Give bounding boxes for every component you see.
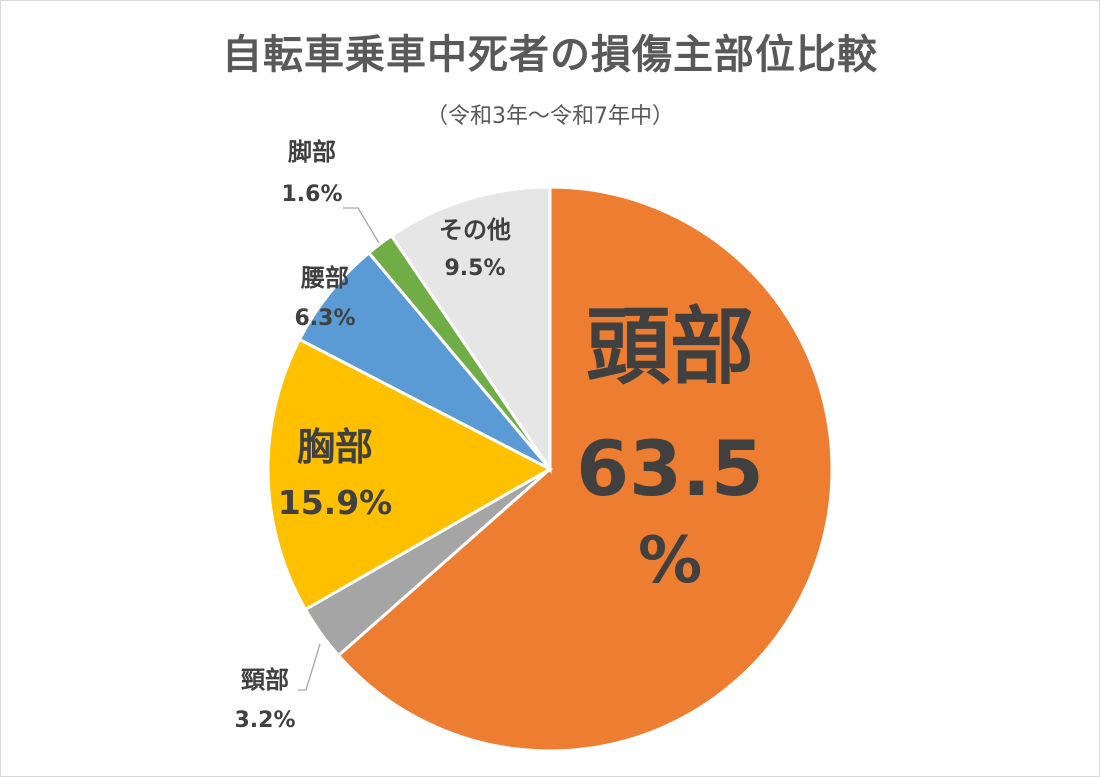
pie-slice-other (389, 185, 552, 474)
slice-value-waist: 6.3% (294, 306, 356, 331)
slice-name-neck: 頸部 (241, 666, 289, 694)
slice-label-chest: 胸部 15.9% (270, 428, 400, 519)
slice-value-other: 9.5% (444, 256, 506, 281)
pie-slice-head (336, 185, 834, 753)
slice-value-leg: 1.6% (281, 182, 343, 207)
slice-name-head: 頭部 (585, 298, 754, 396)
pie-slice-chest (266, 337, 554, 612)
slice-value-neck: 3.2% (234, 708, 296, 733)
leader-line-leg (343, 207, 380, 244)
leader-line-neck (298, 643, 321, 691)
slice-value-chest: 15.9% (277, 483, 393, 522)
slice-label-head: 頭部 63.5 % (570, 305, 770, 593)
slice-label-other: その他 9.5% (415, 218, 535, 280)
slice-unit-head: % (637, 524, 703, 598)
slice-label-neck: 頸部 3.2% (215, 668, 315, 732)
chart-title: 自転車乗車中死者の損傷主部位比較 (222, 32, 878, 78)
slice-name-chest: 胸部 (296, 425, 373, 469)
slice-name-waist: 腰部 (301, 264, 349, 292)
slice-name-other: その他 (439, 216, 511, 244)
slice-label-leg: 脚部 1.6% (262, 140, 362, 206)
slice-label-waist: 腰部 6.3% (280, 266, 370, 330)
slice-name-leg: 脚部 (288, 138, 336, 166)
chart-subtitle: （令和3年～令和7年中） (426, 104, 674, 129)
slice-value-head: 63.5 (576, 424, 764, 513)
